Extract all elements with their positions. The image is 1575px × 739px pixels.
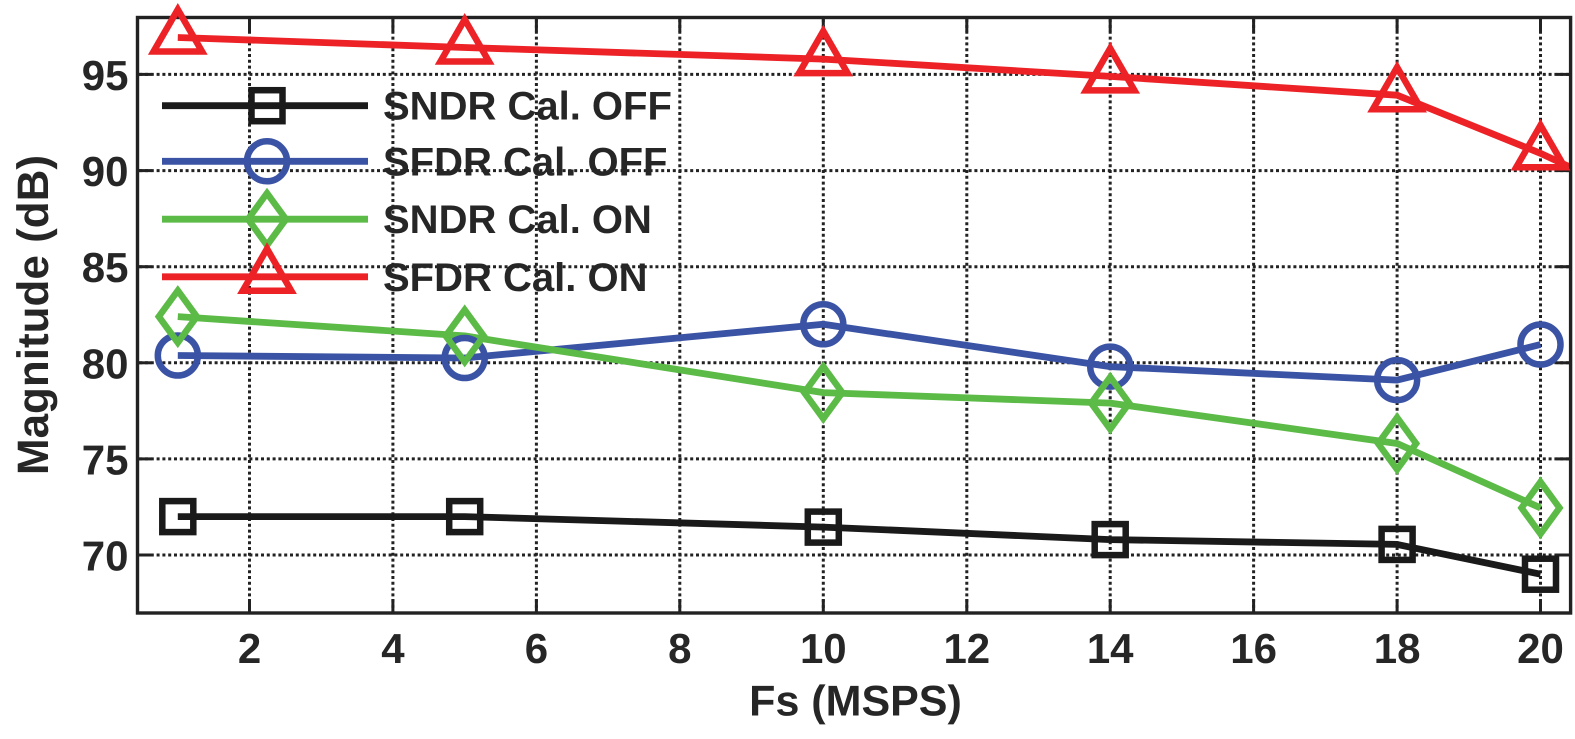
svg-text:18: 18 [1374, 625, 1421, 672]
svg-text:8: 8 [668, 625, 691, 672]
svg-text:85: 85 [82, 244, 129, 291]
svg-text:Fs (MSPS): Fs (MSPS) [749, 678, 962, 726]
svg-text:16: 16 [1230, 625, 1277, 672]
svg-text:SFDR Cal. OFF: SFDR Cal. OFF [383, 140, 667, 184]
svg-text:SNDR Cal. ON: SNDR Cal. ON [383, 198, 652, 242]
svg-text:20: 20 [1517, 625, 1564, 672]
svg-text:10: 10 [800, 625, 847, 672]
svg-text:6: 6 [525, 625, 548, 672]
svg-text:90: 90 [82, 148, 129, 195]
svg-text:4: 4 [381, 625, 405, 672]
svg-text:70: 70 [82, 533, 129, 580]
svg-text:SFDR Cal. ON: SFDR Cal. ON [383, 256, 647, 300]
svg-text:14: 14 [1087, 625, 1134, 672]
svg-text:12: 12 [943, 625, 990, 672]
svg-text:Magnitude (dB): Magnitude (dB) [9, 155, 58, 475]
svg-text:80: 80 [82, 340, 129, 387]
svg-text:2: 2 [238, 625, 261, 672]
svg-text:75: 75 [82, 436, 129, 483]
svg-text:SNDR Cal. OFF: SNDR Cal. OFF [383, 85, 672, 129]
svg-text:95: 95 [82, 52, 129, 99]
